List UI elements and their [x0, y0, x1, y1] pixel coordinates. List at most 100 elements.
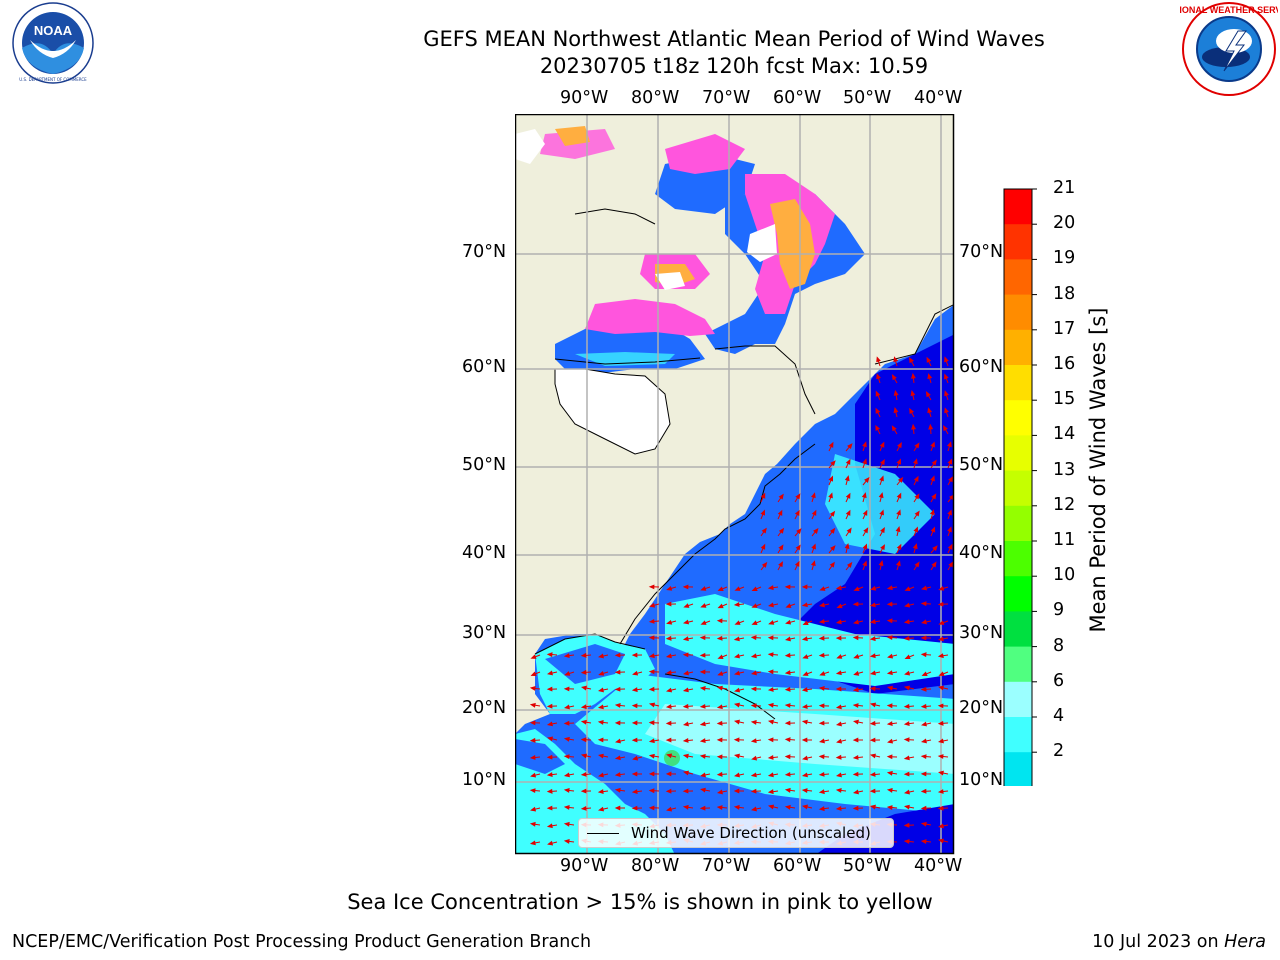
- wave-direction-arrowhead: [733, 636, 740, 642]
- wave-direction-arrowhead: [530, 772, 537, 778]
- wave-direction-arrowhead: [947, 458, 953, 465]
- colorbar-segment: [1004, 541, 1032, 577]
- wave-direction-arrowhead: [948, 561, 954, 568]
- wave-direction-arrowhead: [801, 788, 808, 794]
- colorbar-segment: [1004, 611, 1032, 648]
- lon-label-bottom: 60°W: [773, 856, 822, 876]
- wave-direction-arrowhead: [751, 755, 758, 761]
- wave-direction-arrowhead: [716, 789, 723, 795]
- wave-direction-arrowhead: [829, 527, 836, 534]
- wave-direction-arrowhead: [750, 720, 757, 725]
- wave-direction-arrowhead: [546, 686, 553, 692]
- wave-direction-arrowhead: [614, 755, 621, 761]
- wave-direction-arrowhead: [835, 686, 842, 692]
- wave-direction-arrowhead: [778, 493, 784, 500]
- wave-direction-arrowhead: [682, 721, 689, 727]
- wave-direction-arrowhead: [869, 602, 876, 608]
- lat-label-left: 50°N: [462, 455, 507, 475]
- wave-direction-arrowhead: [920, 635, 927, 641]
- wave-direction-arrowhead: [886, 805, 893, 811]
- wave-direction-arrowhead: [733, 719, 740, 725]
- wave-direction-arrowhead: [835, 635, 842, 641]
- wave-direction-arrowhead: [847, 443, 853, 449]
- title-line-1: GEFS MEAN Northwest Atlantic Mean Period…: [423, 27, 1045, 51]
- wave-direction-arrowhead: [830, 460, 836, 467]
- lon-label-top: 90°W: [560, 88, 609, 108]
- wave-direction-arrowhead: [920, 771, 927, 777]
- colorbar-segment: [1004, 646, 1032, 683]
- wave-direction-arrowhead: [853, 586, 860, 592]
- sea-ice-note: Sea Ice Concentration > 15% is shown in …: [347, 890, 933, 914]
- wave-direction-arrowhead: [836, 738, 843, 744]
- wave-direction-arrowhead: [931, 493, 937, 500]
- wave-direction-arrowhead: [835, 721, 842, 727]
- wave-direction-arrowhead: [869, 720, 876, 726]
- wave-direction-arrowhead: [937, 805, 944, 811]
- wave-direction-arrowhead: [795, 544, 801, 551]
- wave-direction-arrowhead: [818, 754, 825, 760]
- wave-direction-arrowhead: [563, 686, 570, 692]
- wave-direction-arrowhead: [784, 720, 791, 726]
- wave-direction-arrowhead: [699, 772, 706, 778]
- wave-direction-arrowhead: [529, 686, 536, 691]
- wave-direction-arrowhead: [937, 636, 944, 642]
- colorbar-tick-label: 6: [1053, 670, 1065, 691]
- wave-direction-arrowhead: [733, 601, 740, 607]
- wave-direction-arrowhead: [801, 687, 808, 693]
- lon-label-top: 70°W: [702, 88, 751, 108]
- wave-direction-arrowhead: [896, 492, 902, 499]
- wave-direction-arrowhead: [665, 687, 673, 693]
- svg-text:NATIONAL WEATHER SERVICE: NATIONAL WEATHER SERVICE: [1180, 5, 1278, 15]
- wave-direction-arrowhead: [853, 654, 860, 659]
- wave-direction-arrowhead: [875, 407, 881, 414]
- wave-direction-arrowhead: [852, 771, 859, 777]
- wave-direction-arrowhead: [760, 492, 766, 499]
- wave-direction-arrowhead: [733, 670, 741, 676]
- wave-direction-arrowhead: [751, 586, 758, 591]
- wave-direction-arrowhead: [530, 654, 537, 659]
- wave-direction-arrowhead: [750, 772, 757, 778]
- wave-direction-arrowhead: [682, 670, 689, 676]
- wave-direction-arrowhead: [903, 839, 910, 844]
- wave-direction-arrowhead: [529, 840, 536, 846]
- wave-direction-arrowhead: [818, 703, 825, 709]
- wave-direction-arrowhead: [904, 586, 911, 592]
- wave-direction-arrowhead: [869, 788, 876, 794]
- wave-direction-arrowhead: [563, 736, 570, 742]
- wave-direction-arrowhead: [751, 603, 758, 608]
- wave-direction-arrowhead: [733, 653, 740, 659]
- colorbar-tick-label: 14: [1053, 424, 1076, 445]
- footer-date: 10 Jul 2023 on Hera: [1092, 932, 1266, 952]
- colorbar-segment: [1004, 435, 1032, 472]
- wave-direction-arrowhead: [869, 686, 876, 692]
- wave-direction-arrowhead: [648, 635, 655, 641]
- wave-direction-arrowhead: [580, 788, 587, 794]
- wave-direction-arrowhead: [869, 702, 877, 708]
- wave-direction-arrowhead: [529, 821, 536, 827]
- wave-direction-arrowhead: [836, 654, 843, 659]
- wave-direction-arrowhead: [648, 702, 656, 708]
- wave-direction-arrowhead: [716, 635, 723, 641]
- wave-direction-arrowhead: [930, 526, 936, 533]
- map-legend: Wind Wave Direction (unscaled): [578, 818, 894, 848]
- lat-label-left: 10°N: [462, 770, 507, 790]
- lat-label-right: 60°N: [959, 357, 1004, 377]
- wave-direction-arrowhead: [852, 754, 859, 760]
- wave-direction-arrowhead: [878, 559, 884, 567]
- lon-label-top: 50°W: [843, 88, 892, 108]
- wave-direction-arrowhead: [925, 391, 931, 398]
- wave-direction-arrowhead: [699, 787, 706, 793]
- wave-direction-arrowhead: [699, 805, 706, 811]
- wave-direction-arrowhead: [682, 652, 689, 658]
- wave-direction-arrowhead: [597, 704, 604, 710]
- wave-direction-arrowhead: [529, 737, 536, 743]
- wave-direction-arrowhead: [852, 789, 859, 795]
- wave-direction-arrowhead: [903, 619, 910, 625]
- wave-direction-arrowhead: [717, 603, 724, 609]
- wave-direction-arrowhead: [908, 357, 914, 364]
- wave-direction-arrowhead: [761, 527, 767, 534]
- noaa-logo: NOAA U.S. DEPARTMENT OF COMMERCE: [2, 2, 104, 84]
- wave-direction-arrowhead: [886, 635, 893, 641]
- colorbar-tick-label: 2: [1053, 741, 1065, 762]
- chart-title: GEFS MEAN Northwest Atlantic Mean Period…: [334, 26, 1134, 80]
